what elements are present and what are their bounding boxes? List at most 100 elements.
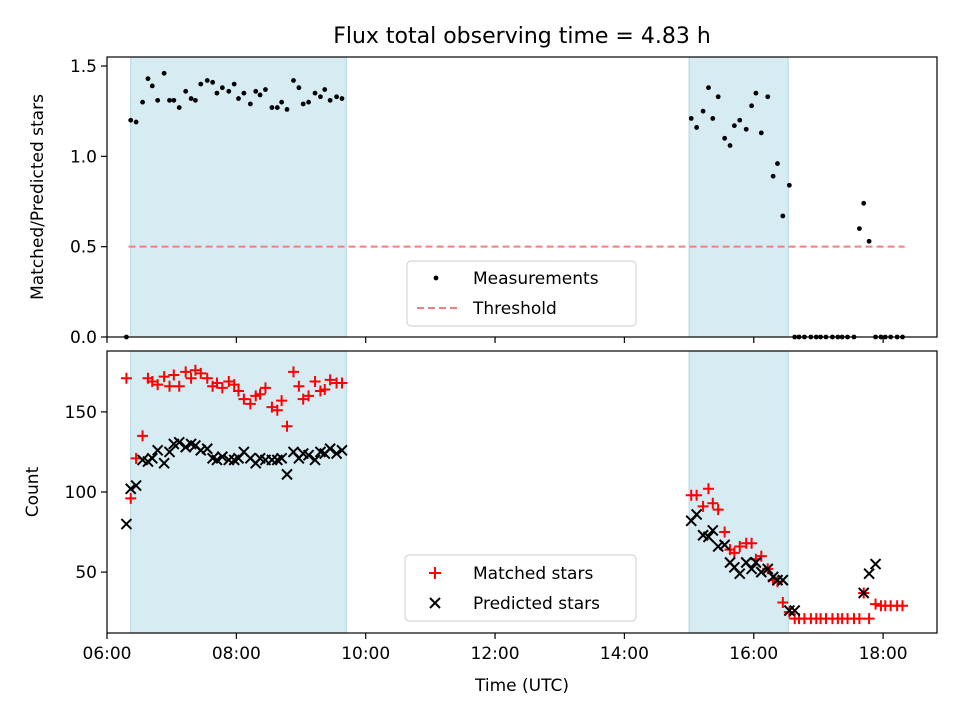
matched-star-point [712,504,724,516]
predicted-star-point [309,454,321,466]
measurement-point [770,173,776,179]
measurement-point [263,87,268,92]
matched-star-point [244,398,256,410]
measurement-point [171,97,177,103]
bottom-x-ticks: 06:00 08:00 10:00 12:00 14:00 16:00 18:00 [83,633,908,664]
predicted-star-point [330,447,343,460]
predicted-star-point [120,518,133,530]
matched-star-point [238,393,250,405]
measurement-point [306,99,311,105]
predicted-star-point [789,604,801,617]
predicted-star-point [777,574,789,586]
predicted-star-point [857,587,870,599]
matched-star-point [173,380,185,392]
legend-label-predicted-stars: Predicted stars [473,594,600,614]
measurement-point [694,125,700,130]
bottom-shaded-interval-2 [688,350,789,634]
matched-star-point [691,489,703,501]
predicted-star-point [336,444,348,457]
measurement-point [727,143,733,148]
predicted-star-point [179,441,192,453]
predicted-star-point [750,556,762,569]
predicted-star-point [302,449,315,461]
top-panel: 0.0 0.5 1.0 1.5 Matched/Predicted stars Mea… [28,56,938,348]
matched-star-point [259,382,271,394]
measurement-point [861,200,867,206]
bottom-x-tick-label: 08:00 [212,644,261,664]
measurement-point [856,226,862,232]
matched-star-point [697,500,709,512]
predicted-star-point [762,563,774,575]
measurement-point [167,97,172,103]
predicted-star-point [163,446,176,458]
matched-star-point [271,404,283,416]
predicted-star-point [690,508,703,521]
measurement-point [161,70,167,76]
matched-star-point [164,380,176,392]
matched-star-point [746,537,758,549]
matched-star-point [185,372,197,384]
bottom-x-tick-label: 14:00 [600,644,649,664]
measurement-point [188,96,194,101]
measurement-point [780,213,786,219]
measurement-point [688,116,694,121]
predicted-star-point [702,531,715,543]
measurement-point [291,78,296,83]
legend-marker-predicted-stars [429,597,441,609]
predicted-star-point [275,452,288,465]
predicted-star-point [718,539,731,551]
measurement-point [322,87,328,92]
top-x-ticks [106,337,884,343]
measurement-point [149,83,155,89]
top-y-axis-label: Matched/Predicted stars [28,94,48,300]
matched-star-point [863,613,875,625]
matched-star-point [195,367,207,379]
measurement-point [231,81,237,87]
matched-star-point [125,492,137,504]
measurement-point [715,94,721,100]
matched-star-point [309,375,321,387]
measurement-point [226,88,232,94]
matched-star-point [755,550,767,562]
matched-star-point [707,497,719,509]
predicted-star-point [216,451,229,463]
bottom-panel: 50 100 150 06:00 08:00 10:00 12:00 14:00 16:00 1… [23,350,938,696]
measurement-point [749,103,754,109]
predicted-star-point [869,558,882,570]
predicted-star-point [211,454,223,466]
predicted-star-point [281,468,293,481]
matched-star-point [228,379,240,391]
predicted-star-point [745,563,758,575]
bottom-x-tick-label: 12:00 [471,644,520,664]
matched-star-point [168,369,180,381]
legend-marker-measurements [433,275,439,281]
bottom-x-axis-label: Time (UTC) [474,676,569,696]
top-y-ticks: 0.0 0.5 1.0 1.5 [70,57,107,348]
predicted-star-point [734,568,746,580]
predicted-star-point [151,444,164,457]
matched-star-point [853,613,865,625]
bottom-x-tick-label: 10:00 [341,644,390,664]
measurement-point [145,76,151,82]
top-shaded-interval-2 [688,56,789,338]
bottom-shaded-intervals [130,350,789,634]
predicted-star-point [863,568,875,580]
measurement-point [786,182,792,188]
matched-star-point [897,600,909,612]
bottom-x-tick-label: 06:00 [83,644,132,664]
measurement-point [722,135,728,141]
measurement-point [279,99,285,105]
measurement-point [765,94,771,100]
matched-star-point [719,526,731,538]
matched-star-point [233,385,245,397]
measurement-point [866,238,872,244]
chart-title: Flux total observing time = 4.83 h [333,24,711,49]
top-y-tick-label: 0.5 [70,238,97,258]
measurement-point [775,161,780,166]
measurement-point [334,94,339,100]
measurement-point [737,117,743,123]
matched-star-point [276,395,288,407]
measurement-point [236,96,241,101]
predicted-star-point [130,479,142,492]
measurement-point [140,99,145,105]
